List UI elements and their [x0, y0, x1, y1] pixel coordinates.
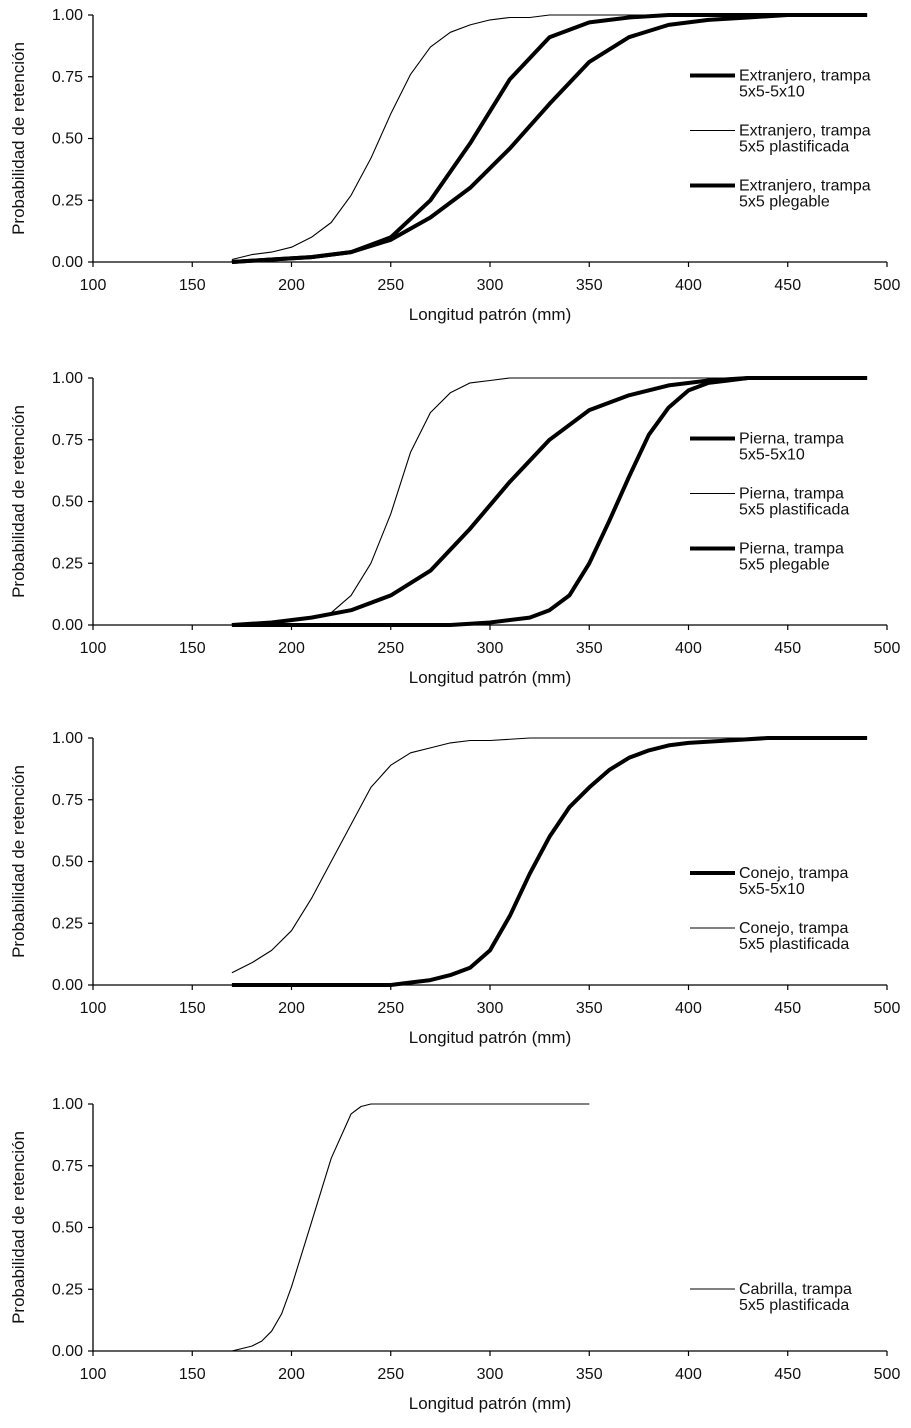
x-tick-label: 150	[179, 1366, 206, 1383]
y-tick-label: 0.75	[52, 432, 83, 449]
x-tick-label: 200	[278, 1366, 305, 1383]
x-tick-label: 100	[80, 1000, 107, 1017]
y-tick-label: 0.00	[52, 254, 83, 271]
x-tick-label: 150	[179, 1000, 206, 1017]
legend-entry: Extranjero, trampa 5x5-5x10	[690, 68, 871, 101]
y-tick-label: 0.75	[52, 69, 83, 86]
series-line-1	[231, 1103, 590, 1352]
x-tick-label: 300	[477, 1000, 504, 1017]
x-tick-label: 350	[576, 1366, 603, 1383]
x-tick-label: 300	[477, 640, 504, 657]
x-tick-label: 400	[675, 1000, 702, 1017]
y-tick-label: 0.75	[52, 1158, 83, 1175]
x-tick-label: 300	[477, 1366, 504, 1383]
x-tick-label: 100	[80, 277, 107, 294]
x-tick-label: 300	[477, 277, 504, 294]
x-tick-label: 350	[576, 1000, 603, 1017]
x-axis-title: Longitud patrón (mm)	[409, 668, 572, 687]
legend-label: Pierna, trampa 5x5-5x10	[739, 431, 844, 464]
legend-entry: Extranjero, trampa 5x5 plegable	[690, 178, 871, 211]
legend-entry: Conejo, trampa 5x5 plastificada	[690, 920, 849, 953]
x-tick-label: 250	[377, 1000, 404, 1017]
y-tick-label: 0.00	[52, 977, 83, 994]
legend-entry: Pierna, trampa 5x5-5x10	[690, 431, 844, 464]
x-tick-label: 150	[179, 640, 206, 657]
series-line-1	[231, 736, 868, 987]
legend-entry: Pierna, trampa 5x5 plegable	[690, 541, 844, 574]
legend-label: Pierna, trampa 5x5 plastificada	[739, 486, 849, 519]
series-line-2	[231, 737, 868, 974]
legend-label: Extranjero, trampa 5x5 plastificada	[739, 123, 871, 156]
x-axis-title: Longitud patrón (mm)	[409, 1028, 572, 1047]
x-tick-label: 100	[80, 640, 107, 657]
x-tick-label: 350	[576, 277, 603, 294]
y-tick-label: 0.50	[52, 131, 83, 148]
x-tick-label: 500	[874, 277, 901, 294]
y-tick-label: 0.25	[52, 555, 83, 572]
y-tick-label: 0.75	[52, 792, 83, 809]
y-tick-label: 0.25	[52, 192, 83, 209]
retention-chart-1: 0.00 0.25 0.50 0.75 1.00 100 150 200 250 300 350 40…	[9, 7, 901, 324]
x-tick-label: 500	[874, 640, 901, 657]
y-tick-label: 0.00	[52, 617, 83, 634]
series-line-3	[231, 376, 868, 627]
retention-chart-2: 0.00 0.25 0.50 0.75 1.00 100 150 200 250 300 350 40…	[9, 370, 901, 687]
x-tick-label: 450	[774, 1000, 801, 1017]
y-tick-label: 1.00	[52, 7, 83, 24]
legend-label: Extranjero, trampa 5x5 plegable	[739, 178, 871, 211]
series-line-2	[231, 377, 868, 626]
y-axis-title: Probabilidad de retención	[9, 765, 28, 958]
legend-entry: Extranjero, trampa 5x5 plastificada	[690, 123, 871, 156]
legend-label: Conejo, trampa 5x5-5x10	[739, 865, 848, 898]
legend-entry: Pierna, trampa 5x5 plastificada	[690, 486, 849, 519]
legend-label: Conejo, trampa 5x5 plastificada	[739, 920, 849, 953]
y-axis-title: Probabilidad de retención	[9, 42, 28, 235]
y-tick-label: 0.50	[52, 494, 83, 511]
x-tick-label: 250	[377, 640, 404, 657]
retention-chart-3: 0.00 0.25 0.50 0.75 1.00 100 150 200 250 300 350 40…	[9, 730, 901, 1047]
legend-label: Extranjero, trampa 5x5-5x10	[739, 68, 871, 101]
x-tick-label: 150	[179, 277, 206, 294]
x-tick-label: 450	[774, 1366, 801, 1383]
y-tick-label: 0.25	[52, 915, 83, 932]
legend-entry: Cabrilla, trampa 5x5 plastificada	[690, 1281, 852, 1314]
y-tick-label: 0.00	[52, 1343, 83, 1360]
x-tick-label: 350	[576, 640, 603, 657]
x-axis-title: Longitud patrón (mm)	[409, 305, 572, 324]
x-tick-label: 500	[874, 1366, 901, 1383]
x-tick-label: 400	[675, 640, 702, 657]
x-tick-label: 250	[377, 277, 404, 294]
x-axis-title: Longitud patrón (mm)	[409, 1394, 572, 1413]
x-tick-label: 200	[278, 1000, 305, 1017]
x-tick-label: 450	[774, 277, 801, 294]
y-axis-title: Probabilidad de retención	[9, 1131, 28, 1324]
y-tick-label: 0.25	[52, 1281, 83, 1298]
x-tick-label: 450	[774, 640, 801, 657]
legend-label: Cabrilla, trampa 5x5 plastificada	[739, 1281, 852, 1314]
legend-entry: Conejo, trampa 5x5-5x10	[690, 865, 848, 898]
y-tick-label: 0.50	[52, 1220, 83, 1237]
y-tick-label: 0.50	[52, 854, 83, 871]
y-tick-label: 1.00	[52, 370, 83, 387]
x-tick-label: 250	[377, 1366, 404, 1383]
x-tick-label: 500	[874, 1000, 901, 1017]
retention-chart-4: 0.00 0.25 0.50 0.75 1.00 100 150 200 250 300 350 40…	[9, 1096, 901, 1413]
y-tick-label: 1.00	[52, 730, 83, 747]
legend-label: Pierna, trampa 5x5 plegable	[739, 541, 844, 574]
x-tick-label: 100	[80, 1366, 107, 1383]
x-tick-label: 200	[278, 640, 305, 657]
x-tick-label: 400	[675, 1366, 702, 1383]
x-tick-label: 200	[278, 277, 305, 294]
x-tick-label: 400	[675, 277, 702, 294]
y-tick-label: 1.00	[52, 1096, 83, 1113]
series-line-3	[231, 13, 868, 264]
y-axis-title: Probabilidad de retención	[9, 405, 28, 598]
